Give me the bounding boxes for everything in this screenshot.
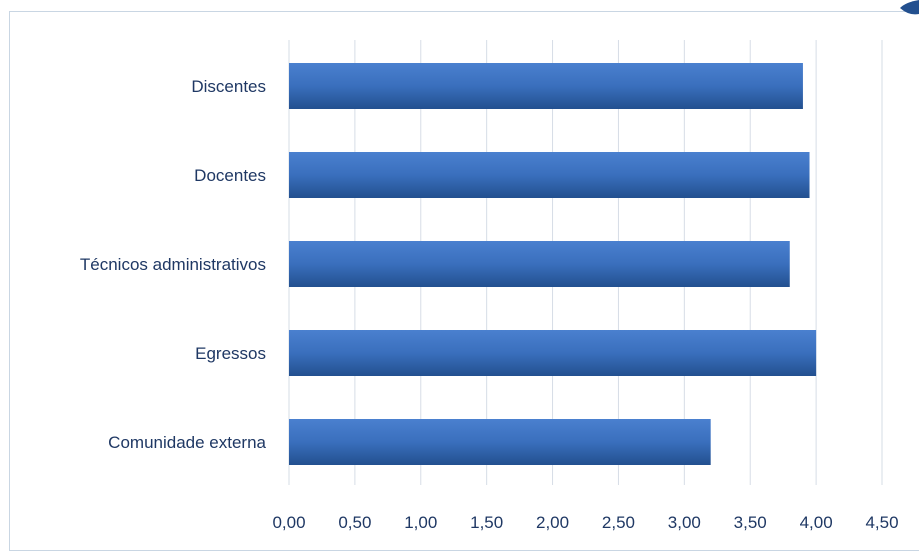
x-tick-label: 2,00 (536, 513, 569, 532)
x-tick-label: 1,50 (470, 513, 503, 532)
x-tick-label: 0,50 (338, 513, 371, 532)
x-tick-label: 4,50 (865, 513, 898, 532)
category-labels: Discentes Docentes Técnicos administrativo… (80, 77, 267, 452)
category-label: Técnicos administrativos (80, 255, 266, 274)
x-tick-label: 2,50 (602, 513, 635, 532)
x-tick-label: 0,00 (272, 513, 305, 532)
category-label: Comunidade externa (108, 433, 266, 452)
bar (289, 63, 803, 109)
bars (289, 63, 817, 465)
x-tick-label: 3,00 (668, 513, 701, 532)
bar (289, 330, 817, 376)
category-label: Discentes (191, 77, 266, 96)
x-tick-label: 4,00 (800, 513, 833, 532)
category-label: Egressos (195, 344, 266, 363)
bar (289, 419, 711, 465)
x-axis-tick-labels: 0,00 0,50 1,00 1,50 2,00 2,50 3,00 3,50 4,00 4,50 (272, 513, 898, 532)
corner-decoration (900, 0, 919, 15)
bar (289, 152, 810, 198)
category-label: Docentes (194, 166, 266, 185)
x-tick-label: 1,00 (404, 513, 437, 532)
bar (289, 241, 790, 287)
x-tick-label: 3,50 (734, 513, 767, 532)
